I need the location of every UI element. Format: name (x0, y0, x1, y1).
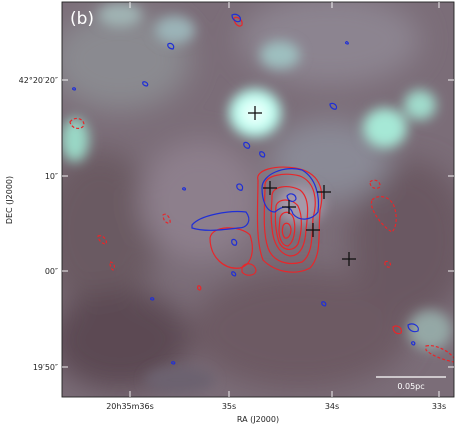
x-tick-label: 34s (325, 402, 339, 411)
y-axis-label: DEC (J2000) (5, 176, 14, 224)
x-tick-label: 33s (432, 402, 446, 411)
y-ticks (62, 79, 454, 368)
y-tick-label: 10″ (45, 172, 58, 181)
y-tick-label: 00″ (45, 267, 58, 276)
x-axis-label: RA (J2000) (237, 415, 279, 424)
source-markers (248, 106, 356, 266)
scale-bar: 0.05pc (376, 376, 446, 391)
x-ticks (129, 2, 440, 397)
plot-frame (61, 1, 455, 398)
marker-plus (263, 181, 277, 195)
marker-plus (282, 200, 296, 214)
marker-plus (317, 185, 331, 199)
scale-bar-label: 0.05pc (397, 382, 424, 391)
marker-plus (342, 252, 356, 266)
sky-image (62, 2, 454, 397)
blue-contours (72, 13, 419, 365)
marker-plus (306, 223, 320, 237)
marker-plus (248, 106, 262, 120)
y-tick-label: 19′50″ (33, 363, 58, 372)
x-tick-label: 35s (222, 402, 236, 411)
panel-label: (b) (70, 9, 94, 29)
x-tick-label: 20h35m36s (106, 402, 154, 411)
y-tick-label: 42°20′20″ (19, 76, 58, 85)
